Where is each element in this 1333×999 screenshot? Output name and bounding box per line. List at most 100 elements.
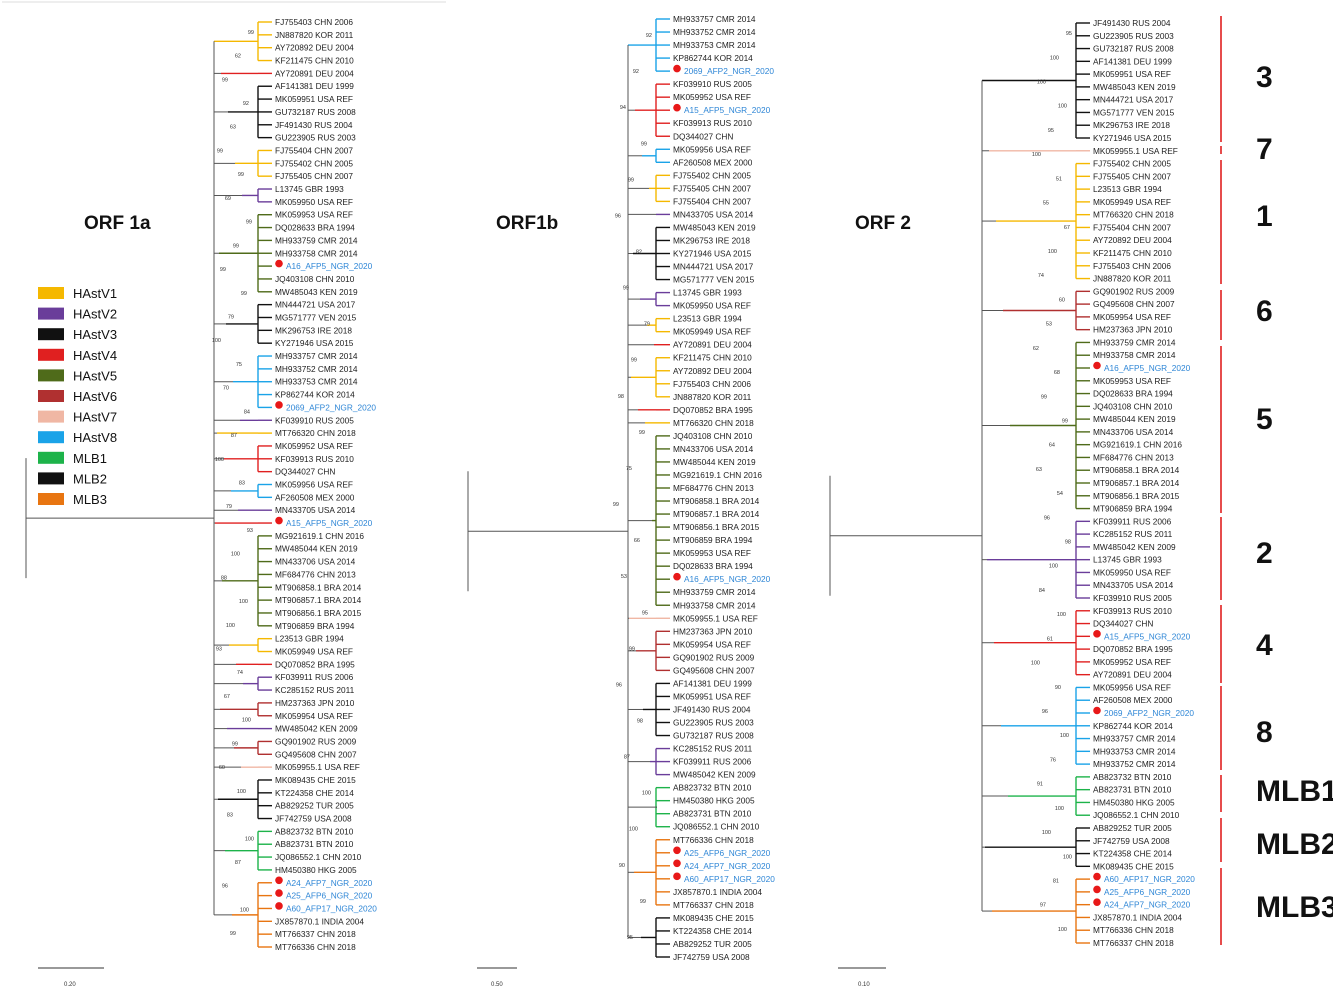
bootstrap-value: 100: [1037, 80, 1046, 86]
bootstrap-value: 99: [641, 141, 647, 147]
sample-marker-dot: [673, 859, 681, 868]
bootstrap-value: 100: [240, 907, 249, 913]
taxon-label: GQ495608 CHN 2007: [1093, 299, 1175, 309]
group-label: 6: [1256, 295, 1273, 328]
bootstrap-value: 81: [1053, 878, 1059, 884]
taxon-label: MH933758 CMR 2014: [673, 600, 756, 610]
taxon-label: A15_AFP5_NGR_2020: [684, 105, 771, 115]
bootstrap-value: 99: [222, 77, 228, 83]
taxon-label: MK059954 USA REF: [275, 711, 353, 721]
taxon-label: MT906858.1 BRA 2014: [673, 496, 760, 506]
bootstrap-value: 97: [1040, 903, 1046, 909]
taxon-label: FJ755405 CHN 2007: [673, 183, 751, 193]
bootstrap-value: 87: [624, 755, 630, 761]
taxon-label: AF141381 DEU 1999: [673, 678, 752, 688]
bootstrap-value: 100: [215, 457, 224, 463]
taxon-label: AF260508 MEX 2000: [1093, 695, 1173, 705]
taxon-label: KF039910 RUS 2005: [275, 415, 354, 425]
bootstrap-value: 60: [1059, 297, 1065, 303]
scale-bar-label: 0.20: [64, 982, 76, 988]
taxon-label: MT906857.1 BRA 2014: [1093, 478, 1180, 488]
taxon-label: MK059952 USA REF: [1093, 657, 1171, 667]
taxon-label: A16_AFP5_NGR_2020: [286, 261, 373, 271]
taxon-label: KP862744 KOR 2014: [275, 390, 355, 400]
taxon-label: MH933752 CMR 2014: [673, 27, 756, 37]
panel-orf1b: ORF1b MH933757 CMR 2014 MH933752 CMR 2014…: [467, 14, 775, 962]
taxon-label: AB823732 BTN 2010: [673, 783, 752, 793]
taxon-label: GU223905 RUS 2003: [275, 133, 356, 143]
bootstrap-value: 100: [642, 791, 651, 797]
bootstrap-value: 99: [613, 502, 619, 508]
legend-swatch: [38, 328, 64, 341]
taxon-label: MN433706 USA 2014: [1093, 427, 1174, 437]
bootstrap-value: 99: [623, 286, 629, 292]
taxon-label: MW485044 KEN 2019: [275, 544, 358, 554]
taxon-label: DQ344027 CHN: [673, 131, 733, 141]
taxon-label: 2069_AFP2_NGR_2020: [684, 66, 774, 76]
taxon-label: MW485042 KEN 2009: [673, 770, 756, 780]
taxon-label: MW485043 KEN 2019: [1093, 82, 1176, 92]
scale-bar-orf2: 0.10: [838, 967, 886, 988]
taxon-label: JQ403108 CHN 2010: [1093, 401, 1173, 411]
bootstrap-value: 84: [1039, 588, 1045, 594]
taxon-label: MK059951 USA REF: [1093, 69, 1171, 79]
taxon-label: MH933757 CMR 2014: [673, 14, 756, 24]
taxon-label: AB823731 BTN 2010: [673, 809, 752, 819]
taxon-label: MG571777 VEN 2015: [673, 275, 755, 285]
bootstrap-value: 91: [1037, 782, 1043, 788]
bootstrap-value: 63: [230, 125, 236, 131]
taxon-label: MK296753 IRE 2018: [1093, 120, 1170, 130]
taxon-label: GU732187 RUS 2008: [1093, 44, 1174, 54]
taxon-label: GU223905 RUS 2003: [1093, 31, 1174, 41]
taxon-label: MT766336 CHN 2018: [673, 835, 754, 845]
bootstrap-value: 95: [642, 610, 648, 616]
panel-orf2: ORF 2 JF491430 RUS 2004 GU223905 RUS 2003…: [829, 18, 1195, 948]
bootstrap-value: 87: [235, 860, 241, 866]
taxon-label: MK059952 USA REF: [275, 441, 353, 451]
taxon-label: JN887820 KOR 2011: [1093, 274, 1172, 284]
taxon-label: MK059950 USA REF: [1093, 567, 1171, 577]
taxon-label: MT906859 BRA 1994: [673, 535, 753, 545]
taxon-label: MK059953 USA REF: [673, 548, 751, 558]
bootstrap-value: 99: [217, 148, 223, 154]
taxon-label: MW485043 KEN 2019: [673, 222, 756, 232]
bootstrap-value: 64: [1049, 443, 1055, 449]
bootstrap-value: 100: [629, 827, 638, 833]
taxon-label: KF211475 CHN 2010: [673, 353, 752, 363]
taxon-label: MT766320 CHN 2018: [1093, 210, 1174, 220]
taxon-label: L23513 GBR 1994: [1093, 184, 1162, 194]
taxon-label: KF039910 RUS 2005: [673, 79, 752, 89]
taxon-label: JX857870.1 INDIA 2004: [275, 916, 364, 926]
bootstrap-value: 99: [629, 646, 635, 652]
taxon-label: KF211475 CHN 2010: [1093, 248, 1172, 258]
taxon-label: A60_AFP17_NGR_2020: [1104, 874, 1195, 884]
legend-label: HAstV2: [73, 307, 117, 322]
legend-label: HAstV5: [73, 368, 117, 383]
taxon-label: MT906856.1 BRA 2015: [673, 522, 760, 532]
bootstrap-value: 62: [1033, 346, 1039, 352]
bootstrap-value: 96: [1044, 515, 1050, 521]
sample-marker-dot: [1093, 885, 1101, 894]
bootstrap-value: 100: [1032, 152, 1041, 158]
taxon-label: A60_AFP17_NGR_2020: [286, 903, 377, 913]
taxon-label: KT224358 CHE 2014: [673, 926, 752, 936]
scale-bar-orf1b: 0.50: [477, 967, 517, 988]
bootstrap-value: 99: [1041, 394, 1047, 400]
bootstrap-value: 95: [627, 935, 633, 941]
bootstrap-value: 100: [1048, 249, 1057, 255]
taxon-label: MT766320 CHN 2018: [673, 418, 754, 428]
bootstrap-value: 96: [222, 884, 228, 890]
legend-label: HAstV1: [73, 286, 117, 301]
taxon-label: MT766337 CHN 2018: [1093, 938, 1174, 948]
taxon-label: KC285152 RUS 2011: [1093, 529, 1173, 539]
taxon-label: DQ028633 BRA 1994: [275, 223, 355, 233]
group-label: 1: [1256, 200, 1273, 233]
taxon-label: MH933758 CMR 2014: [275, 248, 358, 258]
bootstrap-value: 92: [646, 33, 652, 39]
legend-swatch: [38, 472, 64, 485]
bootstrap-value: 96: [616, 682, 622, 688]
bootstrap-value: 53: [621, 574, 627, 580]
group-label: 4: [1256, 629, 1273, 662]
taxon-label: GU732187 RUS 2008: [673, 731, 754, 741]
